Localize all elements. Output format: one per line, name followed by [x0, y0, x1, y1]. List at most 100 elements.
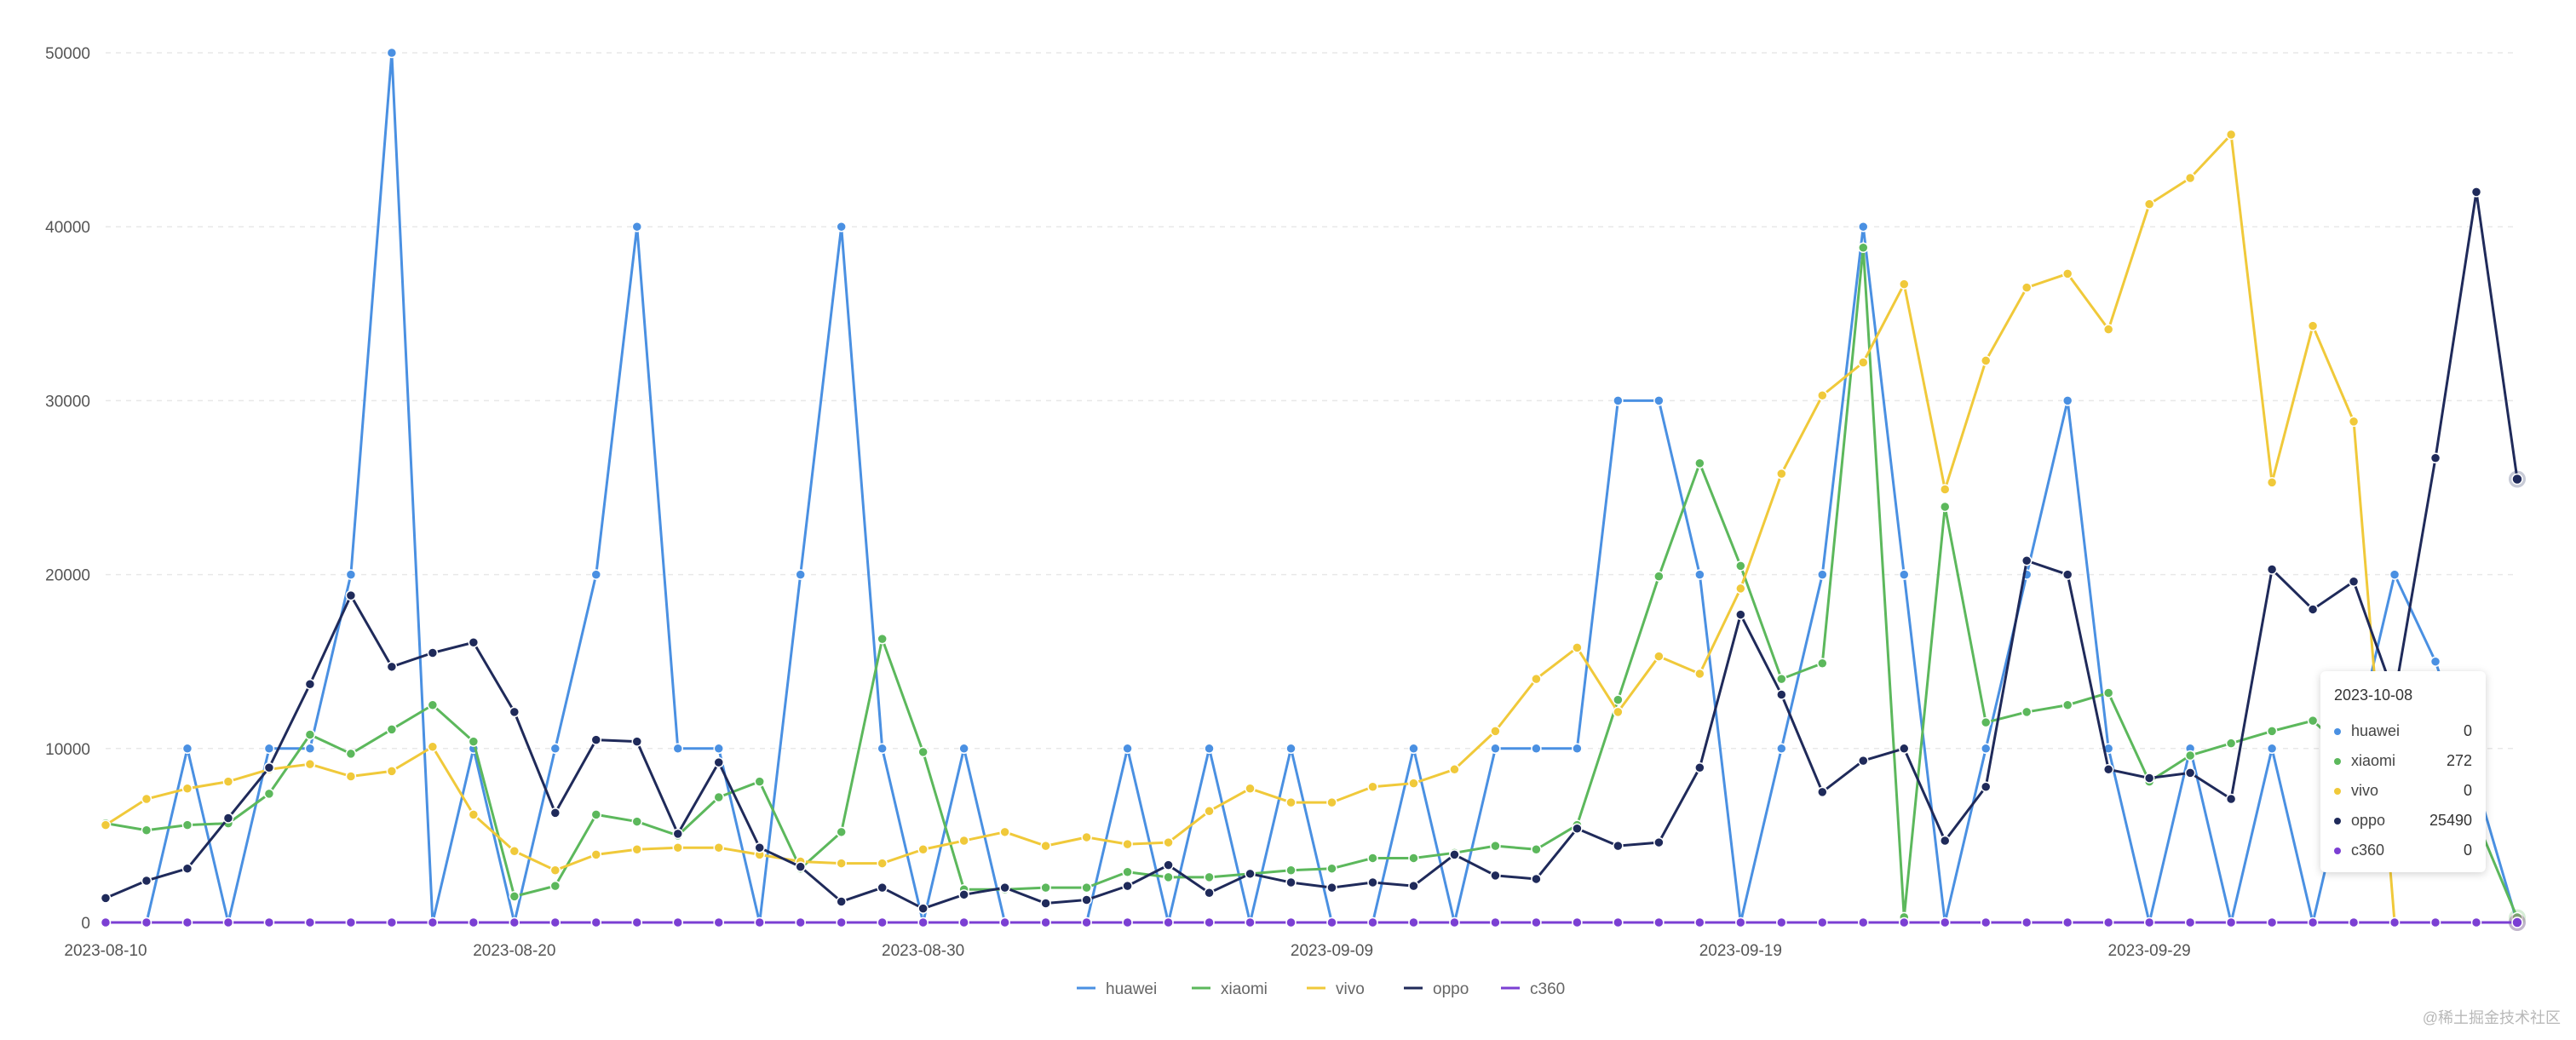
- data-point[interactable]: [2143, 916, 2155, 928]
- data-point[interactable]: [754, 776, 765, 787]
- data-point[interactable]: [836, 896, 847, 907]
- data-point[interactable]: [672, 828, 684, 840]
- data-point[interactable]: [1939, 484, 1951, 495]
- data-point[interactable]: [877, 916, 888, 928]
- data-point[interactable]: [1449, 764, 1460, 775]
- data-point[interactable]: [1613, 706, 1624, 718]
- data-point[interactable]: [100, 916, 112, 928]
- data-point[interactable]: [1081, 916, 1092, 928]
- data-point[interactable]: [1694, 762, 1705, 773]
- legend[interactable]: huawei xiaomi vivo oppo c360: [1077, 980, 1565, 998]
- data-point[interactable]: [1694, 916, 1705, 928]
- data-point[interactable]: [795, 916, 806, 928]
- data-point[interactable]: [836, 858, 847, 869]
- data-point[interactable]: [713, 916, 724, 928]
- data-point[interactable]: [2429, 916, 2441, 928]
- data-point[interactable]: [1817, 390, 1828, 401]
- data-point[interactable]: [1326, 882, 1337, 893]
- data-point[interactable]: [1367, 916, 1378, 928]
- data-point[interactable]: [2184, 916, 2196, 928]
- data-point[interactable]: [141, 825, 152, 836]
- data-point[interactable]: [2348, 416, 2360, 428]
- data-point[interactable]: [2511, 473, 2523, 486]
- data-point[interactable]: [1899, 916, 1910, 928]
- data-point[interactable]: [1122, 743, 1133, 755]
- data-point[interactable]: [1531, 843, 1542, 855]
- data-point[interactable]: [2184, 767, 2196, 779]
- data-point[interactable]: [2266, 916, 2278, 928]
- data-point[interactable]: [181, 819, 193, 830]
- data-point[interactable]: [713, 842, 724, 853]
- data-point[interactable]: [1531, 916, 1542, 928]
- data-point[interactable]: [1531, 873, 1542, 885]
- data-point[interactable]: [345, 589, 357, 601]
- data-point[interactable]: [509, 916, 520, 928]
- data-point[interactable]: [1735, 560, 1746, 572]
- data-point[interactable]: [2389, 916, 2401, 928]
- data-point[interactable]: [713, 791, 724, 803]
- data-point[interactable]: [2061, 268, 2073, 279]
- data-point[interactable]: [2143, 198, 2155, 210]
- data-point[interactable]: [1572, 642, 1583, 653]
- data-point[interactable]: [1817, 786, 1828, 798]
- data-point[interactable]: [917, 903, 929, 914]
- data-point[interactable]: [141, 793, 152, 805]
- legend-item-vivo[interactable]: vivo: [1307, 980, 1365, 998]
- legend-item-xiaomi[interactable]: xiaomi: [1192, 980, 1268, 998]
- data-point[interactable]: [1326, 863, 1337, 874]
- data-point[interactable]: [713, 743, 724, 755]
- data-point[interactable]: [1613, 395, 1624, 406]
- data-point[interactable]: [1572, 916, 1583, 928]
- data-point[interactable]: [1694, 569, 1705, 580]
- data-point[interactable]: [1939, 916, 1951, 928]
- data-point[interactable]: [1408, 880, 1419, 892]
- data-point[interactable]: [672, 916, 684, 928]
- data-point[interactable]: [1613, 694, 1624, 705]
- data-point[interactable]: [1490, 743, 1501, 755]
- data-point[interactable]: [549, 880, 561, 892]
- legend-item-huawei[interactable]: huawei: [1077, 980, 1157, 998]
- data-point[interactable]: [1367, 876, 1378, 888]
- data-point[interactable]: [1776, 673, 1787, 685]
- data-point[interactable]: [263, 762, 275, 773]
- data-point[interactable]: [2102, 764, 2114, 775]
- data-point[interactable]: [549, 743, 561, 755]
- data-point[interactable]: [1653, 916, 1665, 928]
- data-point[interactable]: [1776, 689, 1787, 700]
- data-point[interactable]: [386, 47, 398, 59]
- data-point[interactable]: [427, 741, 439, 753]
- data-point[interactable]: [1122, 880, 1133, 892]
- data-point[interactable]: [1081, 882, 1092, 893]
- data-point[interactable]: [1735, 916, 1746, 928]
- data-point[interactable]: [1858, 221, 1869, 233]
- data-point[interactable]: [999, 826, 1010, 838]
- data-point[interactable]: [1408, 743, 1419, 755]
- data-point[interactable]: [1613, 840, 1624, 852]
- data-point[interactable]: [1081, 894, 1092, 905]
- data-point[interactable]: [345, 771, 357, 782]
- data-point[interactable]: [181, 743, 193, 755]
- data-point[interactable]: [263, 788, 275, 800]
- data-point[interactable]: [672, 842, 684, 853]
- data-point[interactable]: [795, 861, 806, 872]
- data-point[interactable]: [2225, 916, 2237, 928]
- data-point[interactable]: [2184, 172, 2196, 184]
- data-point[interactable]: [1980, 743, 1992, 755]
- data-point[interactable]: [1122, 916, 1133, 928]
- data-point[interactable]: [1245, 916, 1256, 928]
- data-point[interactable]: [2266, 564, 2278, 575]
- data-point[interactable]: [2184, 750, 2196, 761]
- data-point[interactable]: [263, 743, 275, 755]
- data-point[interactable]: [427, 699, 439, 710]
- data-point[interactable]: [590, 734, 602, 745]
- data-point[interactable]: [1163, 871, 1174, 883]
- data-point[interactable]: [1735, 583, 1746, 595]
- data-point[interactable]: [2225, 738, 2237, 749]
- data-point[interactable]: [1285, 865, 1297, 876]
- data-point[interactable]: [304, 729, 316, 740]
- data-point[interactable]: [631, 816, 643, 827]
- data-point[interactable]: [2061, 699, 2073, 710]
- data-point[interactable]: [2225, 129, 2237, 141]
- data-point[interactable]: [509, 706, 520, 718]
- data-point[interactable]: [2021, 282, 2033, 293]
